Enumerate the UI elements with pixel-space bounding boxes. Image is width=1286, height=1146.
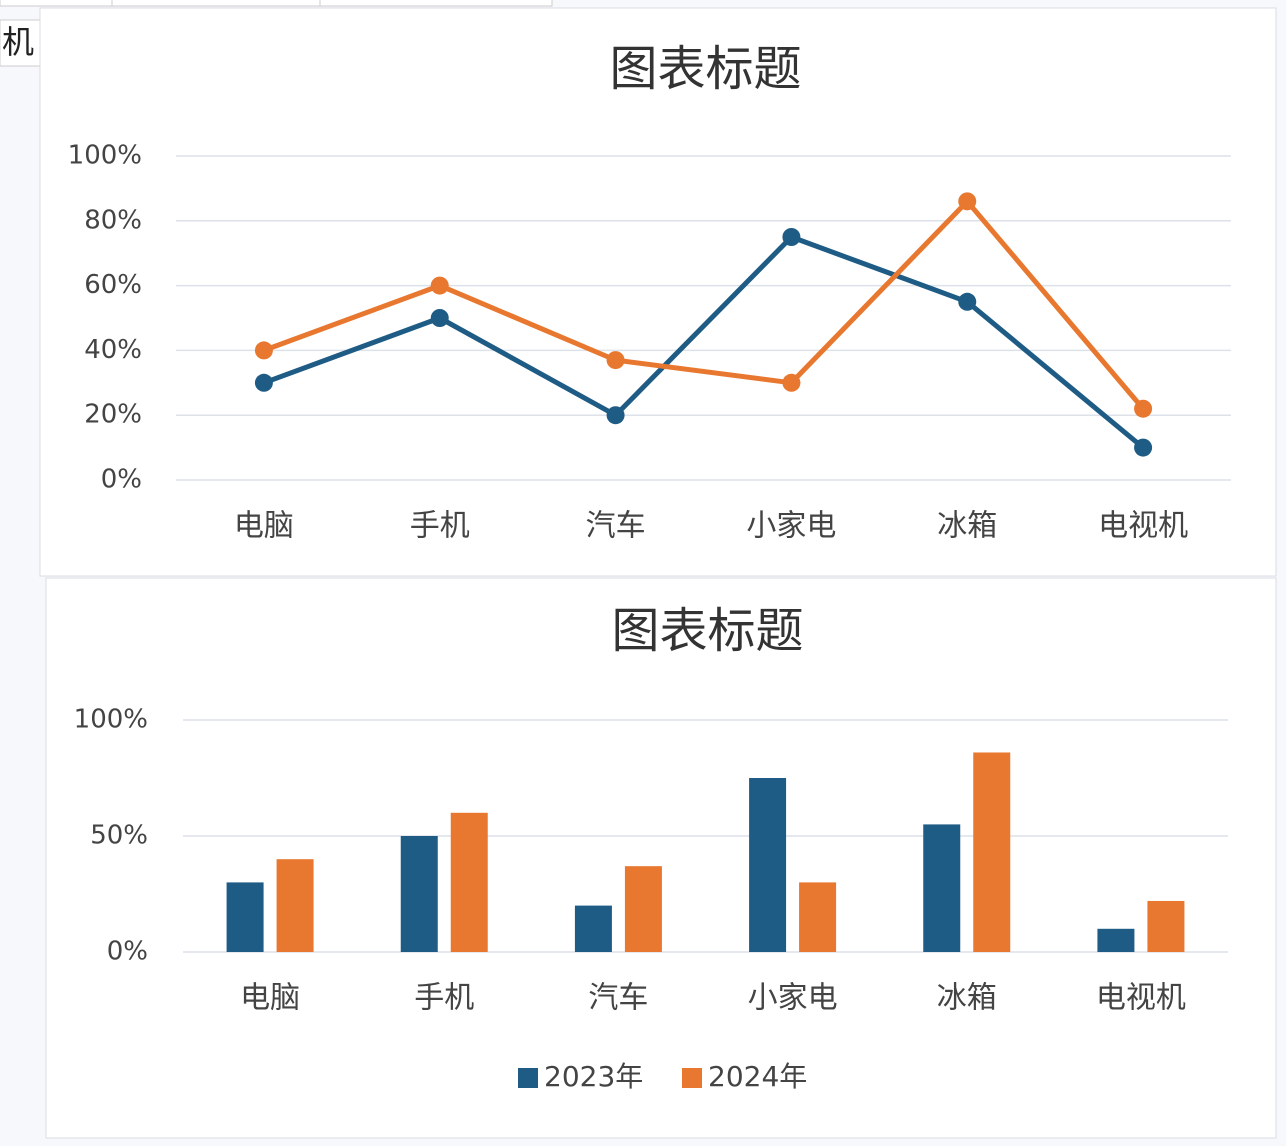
legend-label: 2023年 xyxy=(544,1060,643,1093)
bar xyxy=(1097,928,1135,952)
sheet-cell-text: 机 xyxy=(2,23,34,61)
bar xyxy=(226,882,264,952)
x-tick-label: 电脑 xyxy=(234,509,294,544)
y-tick-label: 100% xyxy=(74,705,148,735)
marker xyxy=(958,292,977,311)
x-tick-label: 汽车 xyxy=(588,981,648,1016)
bar xyxy=(450,812,488,952)
line xyxy=(263,234,1145,450)
bar xyxy=(923,824,961,952)
bar xyxy=(973,752,1011,952)
x-tick-label: 小家电 xyxy=(748,981,838,1016)
marker xyxy=(254,341,273,360)
marker xyxy=(782,228,801,246)
bar xyxy=(276,859,314,952)
chart-panel xyxy=(39,7,1277,577)
bar xyxy=(574,905,612,952)
legend-swatch xyxy=(682,1068,702,1088)
bar xyxy=(749,778,787,952)
bar xyxy=(400,836,438,952)
marker xyxy=(606,351,625,370)
x-tick-label: 冰箱 xyxy=(937,981,997,1016)
x-tick-label: 电视机 xyxy=(1096,981,1186,1016)
marker xyxy=(1134,438,1153,457)
y-tick-label: 0% xyxy=(101,465,142,495)
marker xyxy=(1134,399,1153,418)
y-tick-label: 0% xyxy=(107,937,148,967)
marker xyxy=(430,276,449,295)
chart-title: 图表标题 xyxy=(609,41,801,97)
x-tick-label: 小家电 xyxy=(746,509,836,544)
bar xyxy=(799,882,837,952)
legend-swatch xyxy=(518,1068,538,1088)
y-tick-label: 80% xyxy=(84,205,142,235)
sheet-cell xyxy=(0,0,113,7)
x-tick-label: 冰箱 xyxy=(937,509,997,544)
bar xyxy=(1147,900,1185,952)
marker xyxy=(430,309,449,327)
sheet-cell xyxy=(0,19,41,67)
y-tick-label: 50% xyxy=(90,821,148,851)
y-tick-label: 100% xyxy=(68,141,142,171)
y-tick-label: 40% xyxy=(84,335,142,365)
x-tick-label: 电脑 xyxy=(240,981,300,1016)
line xyxy=(263,198,1145,411)
marker xyxy=(254,373,273,392)
marker xyxy=(606,406,625,425)
x-tick-label: 汽车 xyxy=(586,509,646,544)
sheet-cell xyxy=(111,0,321,7)
x-tick-label: 手机 xyxy=(414,981,474,1016)
legend-label: 2024年 xyxy=(708,1060,807,1093)
bar xyxy=(624,866,662,952)
sheet-cell xyxy=(319,0,553,7)
y-tick-label: 20% xyxy=(84,400,142,430)
chart-title: 图表标题 xyxy=(611,603,803,659)
x-tick-label: 电视机 xyxy=(1098,509,1188,544)
y-tick-label: 60% xyxy=(84,270,142,300)
chart-panel xyxy=(45,577,1277,1139)
x-tick-label: 手机 xyxy=(410,509,470,544)
marker xyxy=(782,373,801,392)
marker xyxy=(958,192,977,211)
